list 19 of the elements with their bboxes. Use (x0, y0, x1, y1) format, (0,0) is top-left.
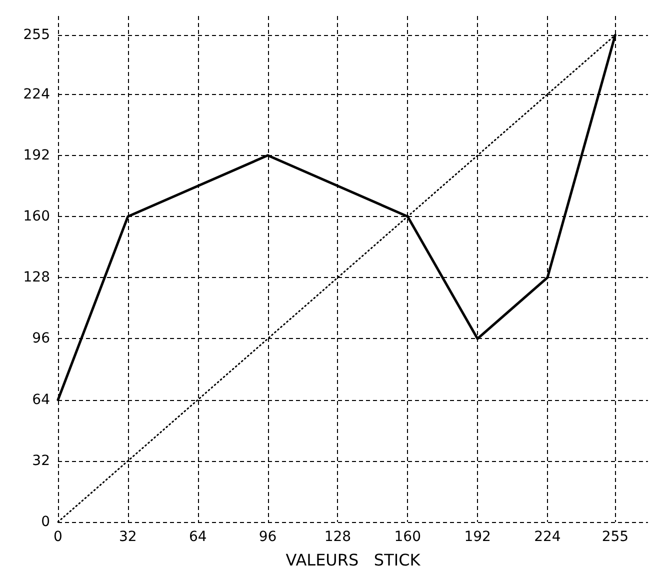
y-tick-label: 0 (41, 514, 50, 530)
y-tick-label: 96 (32, 330, 50, 347)
x-tick-label: 64 (188, 529, 207, 545)
y-tick-label: 224 (23, 86, 50, 102)
x-tick-label: 160 (394, 529, 421, 545)
x-tick-label: 0 (54, 529, 62, 545)
y-tick-label: 160 (23, 208, 50, 224)
y-tick-label: 192 (23, 147, 50, 164)
x-tick-label: 128 (324, 529, 352, 545)
x-tick-label: 32 (119, 529, 137, 545)
y-tick-label: 64 (32, 392, 50, 408)
x-tick-label: 255 (602, 529, 629, 545)
x-axis-title: VALEURS STICK (286, 550, 421, 570)
y-tick-label: 32 (32, 452, 50, 469)
y-tick-label: 128 (23, 270, 50, 286)
y-tick-label: 255 (23, 27, 50, 44)
x-tick-label: 192 (464, 529, 491, 545)
x-tick-label: 96 (258, 529, 277, 545)
x-tick-label: 224 (534, 529, 561, 545)
